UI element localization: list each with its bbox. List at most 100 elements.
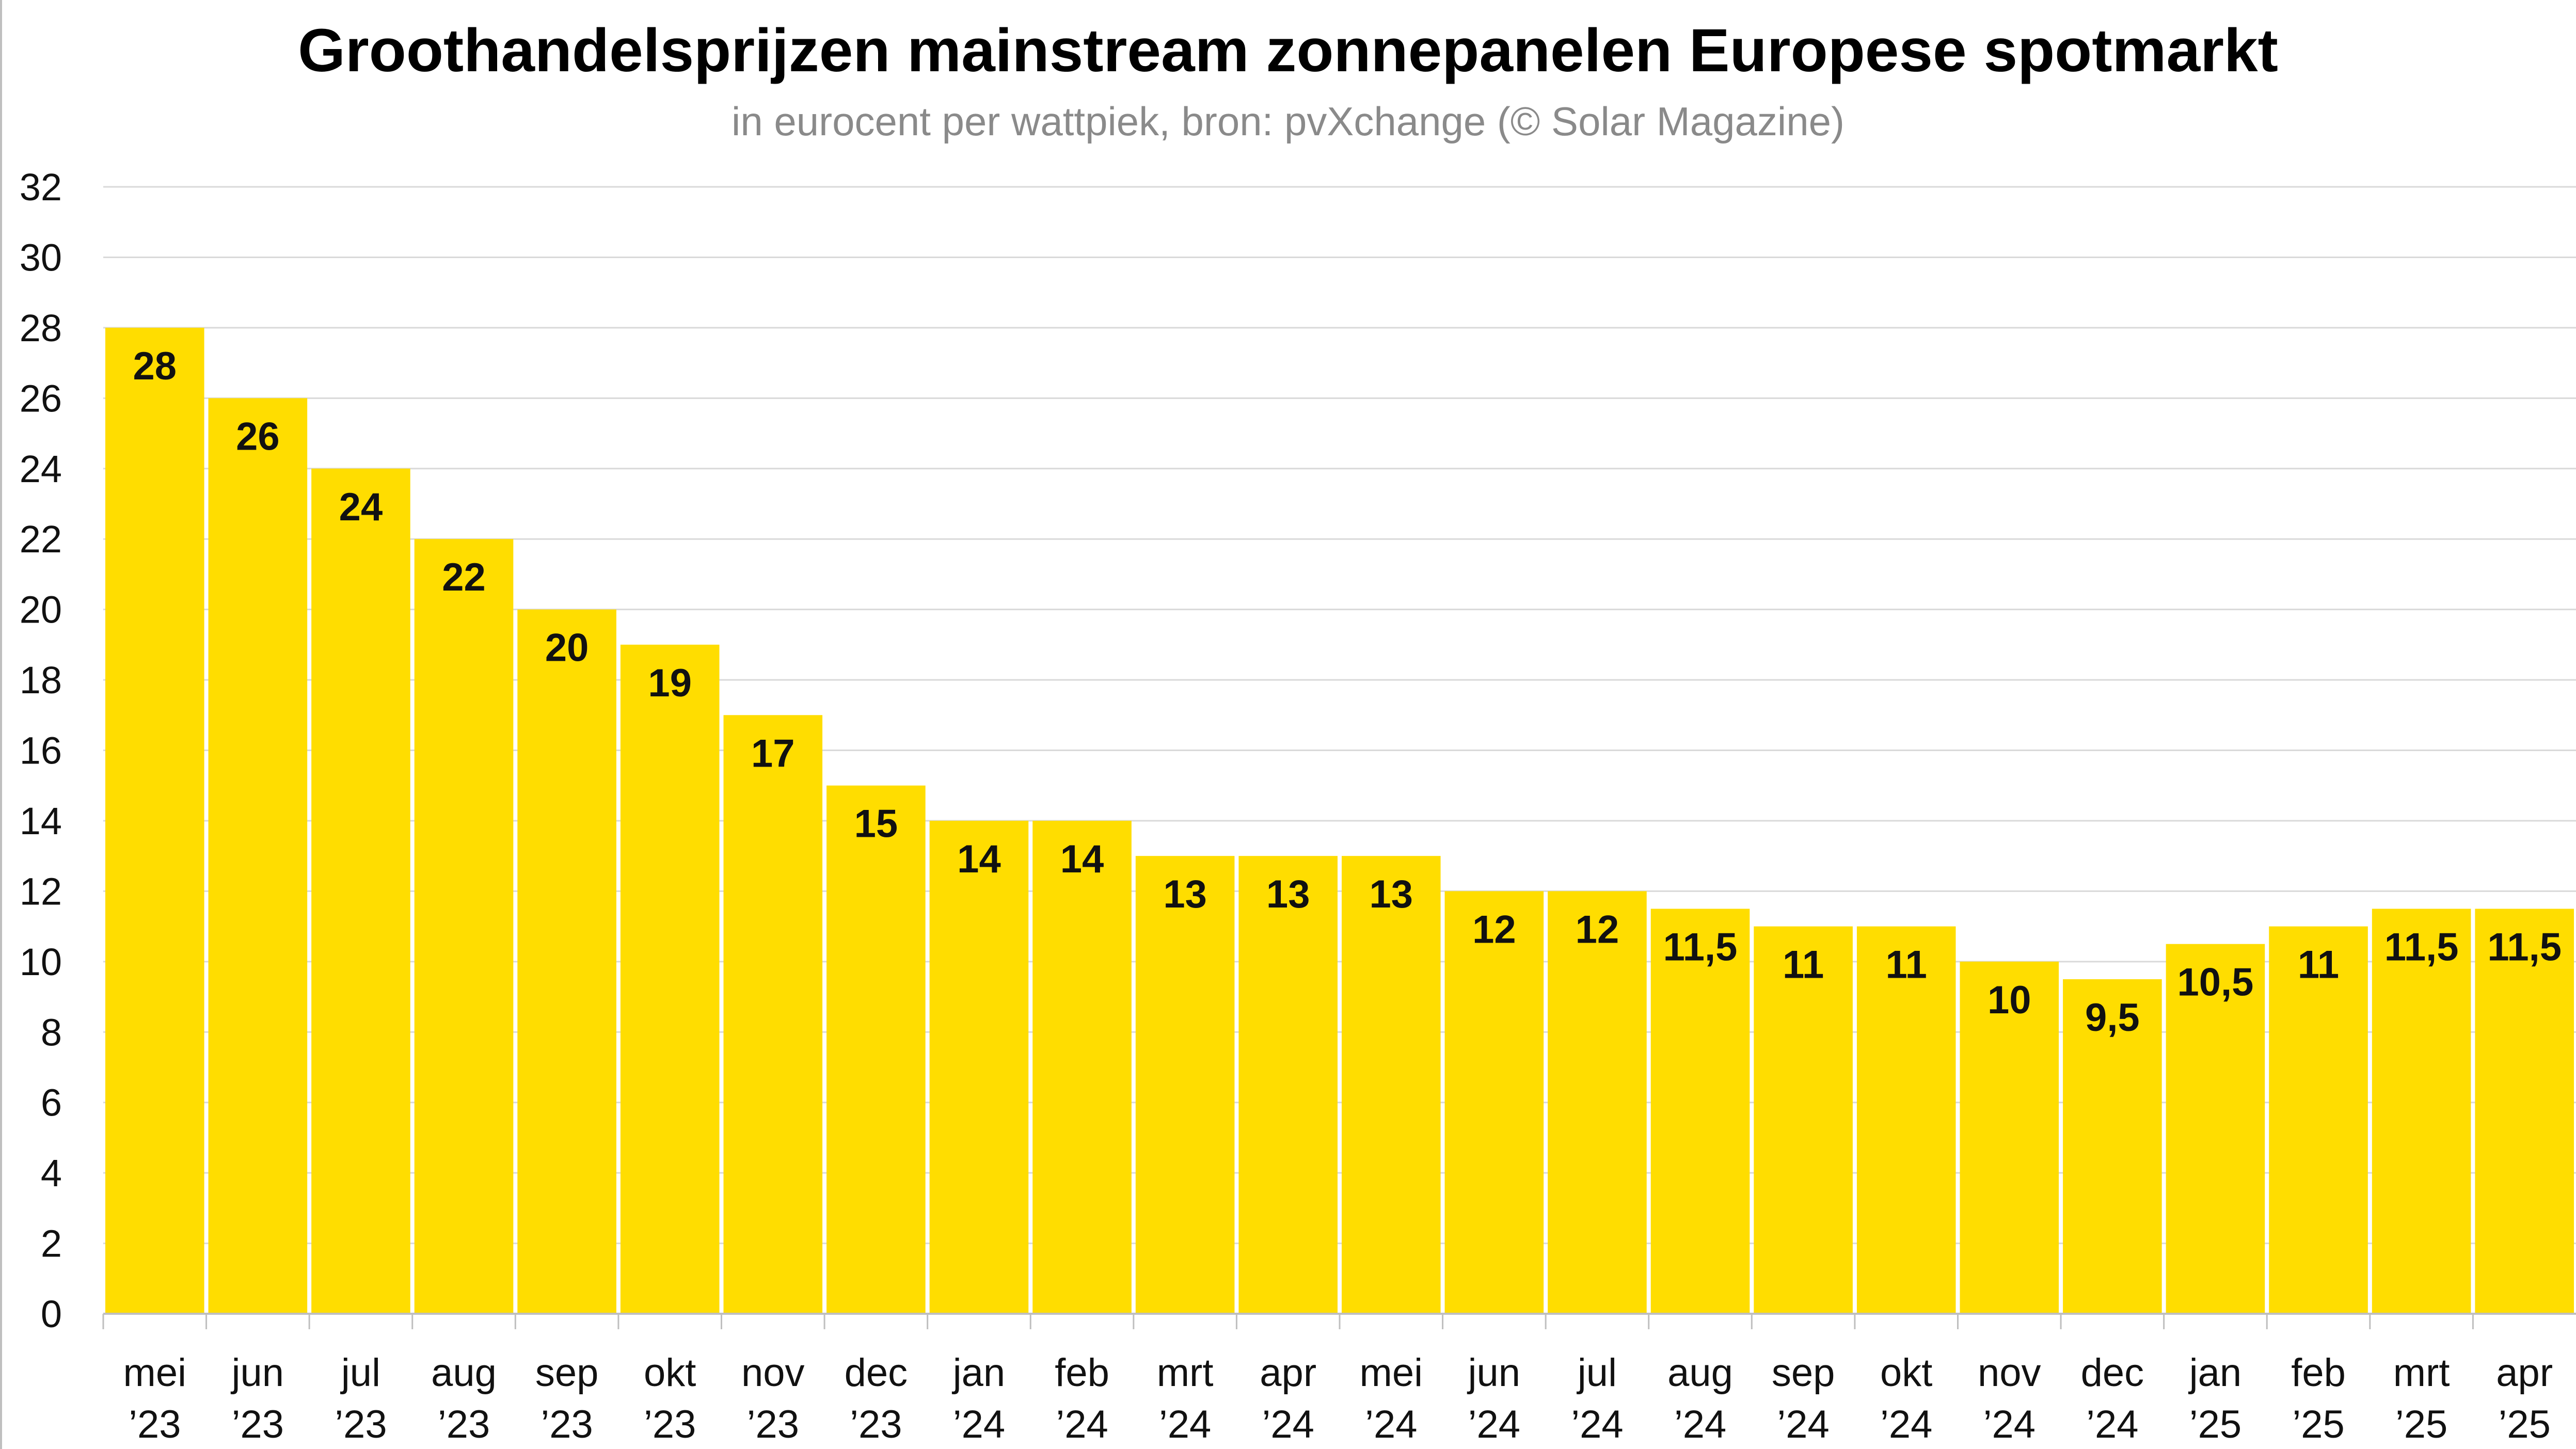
- data-label: 11: [2298, 943, 2339, 987]
- bar: [311, 468, 410, 1314]
- data-label: 9,5: [2085, 996, 2140, 1040]
- data-label: 13: [1266, 872, 1310, 916]
- x-tick-label-month: dec: [2081, 1351, 2144, 1395]
- x-tick-label-year: ’25: [2292, 1403, 2344, 1446]
- x-tick-label-year: ’24: [1571, 1403, 1623, 1446]
- x-tick-label-year: ’25: [2498, 1403, 2550, 1446]
- data-label: 13: [1163, 872, 1207, 916]
- y-tick-label: 24: [20, 448, 62, 490]
- x-tick-label-month: jul: [340, 1351, 380, 1395]
- x-tick-label-month: mei: [123, 1351, 186, 1395]
- y-tick-label: 16: [20, 729, 62, 772]
- bar: [929, 820, 1029, 1314]
- data-label: 26: [236, 415, 280, 458]
- x-tick-label-year: ’24: [953, 1403, 1005, 1446]
- x-tick-label-year: ’24: [1159, 1403, 1211, 1446]
- data-label: 11,5: [1663, 925, 1738, 969]
- bar: [2269, 926, 2368, 1314]
- x-axis: mei ’23 jun ’23 jul ’23 aug ’23 sep ’23 okt ’23 nov ’…: [102, 1313, 2576, 1446]
- data-label: 11,5: [2487, 925, 2562, 969]
- data-label: 19: [648, 661, 692, 705]
- bar: [208, 398, 308, 1314]
- y-tick-label: 32: [20, 166, 62, 209]
- x-tick-label-month: apr: [1260, 1351, 1316, 1395]
- bar: [1754, 926, 1853, 1314]
- x-tick-label-year: ’24: [1880, 1403, 1932, 1446]
- data-label: 28: [133, 344, 177, 388]
- x-tick-label-month: mrt: [1157, 1351, 1214, 1395]
- x-tick-label-month: nov: [1978, 1351, 2041, 1395]
- x-tick-label-month: feb: [1055, 1351, 1109, 1395]
- x-tick-label-year: ’24: [2086, 1403, 2138, 1446]
- x-tick-label-month: dec: [845, 1351, 908, 1395]
- y-tick-label: 18: [20, 659, 62, 702]
- y-tick-label: 6: [41, 1081, 62, 1124]
- data-label: 11: [1886, 943, 1927, 987]
- x-tick-label-month: okt: [1880, 1351, 1932, 1395]
- bar: [2166, 944, 2265, 1314]
- data-label: 24: [339, 485, 383, 529]
- data-label: 14: [1060, 837, 1104, 881]
- bar: [414, 539, 514, 1314]
- x-tick-label-year: ’25: [2189, 1403, 2241, 1446]
- y-tick-label: 30: [20, 236, 62, 279]
- bar: [105, 327, 204, 1314]
- x-tick-label-year: ’24: [1056, 1403, 1108, 1446]
- bar: [723, 715, 823, 1314]
- x-tick-label-year: ’24: [1262, 1403, 1314, 1446]
- y-tick-label: 12: [20, 870, 62, 913]
- x-tick-label-year: ’24: [1468, 1403, 1520, 1446]
- x-tick-label-year: ’23: [232, 1403, 284, 1446]
- y-tick-label: 20: [20, 588, 62, 631]
- x-tick-label-month: nov: [741, 1351, 805, 1395]
- y-tick-label: 0: [41, 1293, 62, 1335]
- x-tick-label-month: jul: [1577, 1351, 1617, 1395]
- y-tick-label: 10: [20, 941, 62, 983]
- x-tick-label-month: sep: [1772, 1351, 1835, 1395]
- data-label: 10,5: [2177, 961, 2253, 1005]
- x-tick-label-year: ’24: [1777, 1403, 1829, 1446]
- x-tick-label-month: jun: [1467, 1351, 1520, 1395]
- bar: [1856, 926, 1956, 1314]
- y-tick-label: 28: [20, 307, 62, 349]
- x-tick-label-month: jun: [231, 1351, 284, 1395]
- x-tick-label-year: ’24: [1983, 1403, 2036, 1446]
- bar: [2063, 979, 2162, 1314]
- bar: [620, 644, 720, 1314]
- x-tick-label-month: aug: [431, 1351, 497, 1395]
- bar: [1650, 909, 1750, 1314]
- data-label: 17: [751, 731, 795, 775]
- x-tick-label-month: okt: [644, 1351, 696, 1395]
- x-tick-label-year: ’23: [540, 1403, 593, 1446]
- data-label: 11,5: [2384, 925, 2459, 969]
- data-label: 12: [1576, 907, 1619, 951]
- data-label: 22: [442, 555, 486, 599]
- bar-layer: [105, 327, 2574, 1314]
- bar: [1342, 856, 1441, 1314]
- x-tick-label-month: mrt: [2393, 1351, 2450, 1395]
- data-label: 12: [1472, 907, 1516, 951]
- x-tick-label-month: feb: [2291, 1351, 2346, 1395]
- x-tick-label-year: ’23: [438, 1403, 490, 1446]
- x-tick-label-month: sep: [535, 1351, 599, 1395]
- x-tick-label-year: ’23: [644, 1403, 696, 1446]
- x-tick-label-year: ’23: [335, 1403, 387, 1446]
- bar: [1548, 891, 1647, 1314]
- bar: [1960, 961, 2059, 1314]
- x-tick-label-month: jan: [2188, 1351, 2241, 1395]
- chart-subtitle: in eurocent per wattpiek, bron: pvXchang…: [732, 99, 1844, 144]
- x-tick-label-year: ’23: [850, 1403, 902, 1446]
- data-label: 11: [1783, 943, 1824, 987]
- data-label: 13: [1370, 872, 1413, 916]
- y-tick-label: 8: [41, 1011, 62, 1054]
- x-tick-label-month: aug: [1667, 1351, 1733, 1395]
- x-tick-label-year: ’25: [2395, 1403, 2447, 1446]
- bar: [1444, 891, 1544, 1314]
- chart-title: Groothandelsprijzen mainstream zonnepane…: [298, 17, 2278, 85]
- data-label: 10: [1987, 978, 2031, 1022]
- bar: [1135, 856, 1235, 1314]
- y-tick-label: 22: [20, 518, 62, 561]
